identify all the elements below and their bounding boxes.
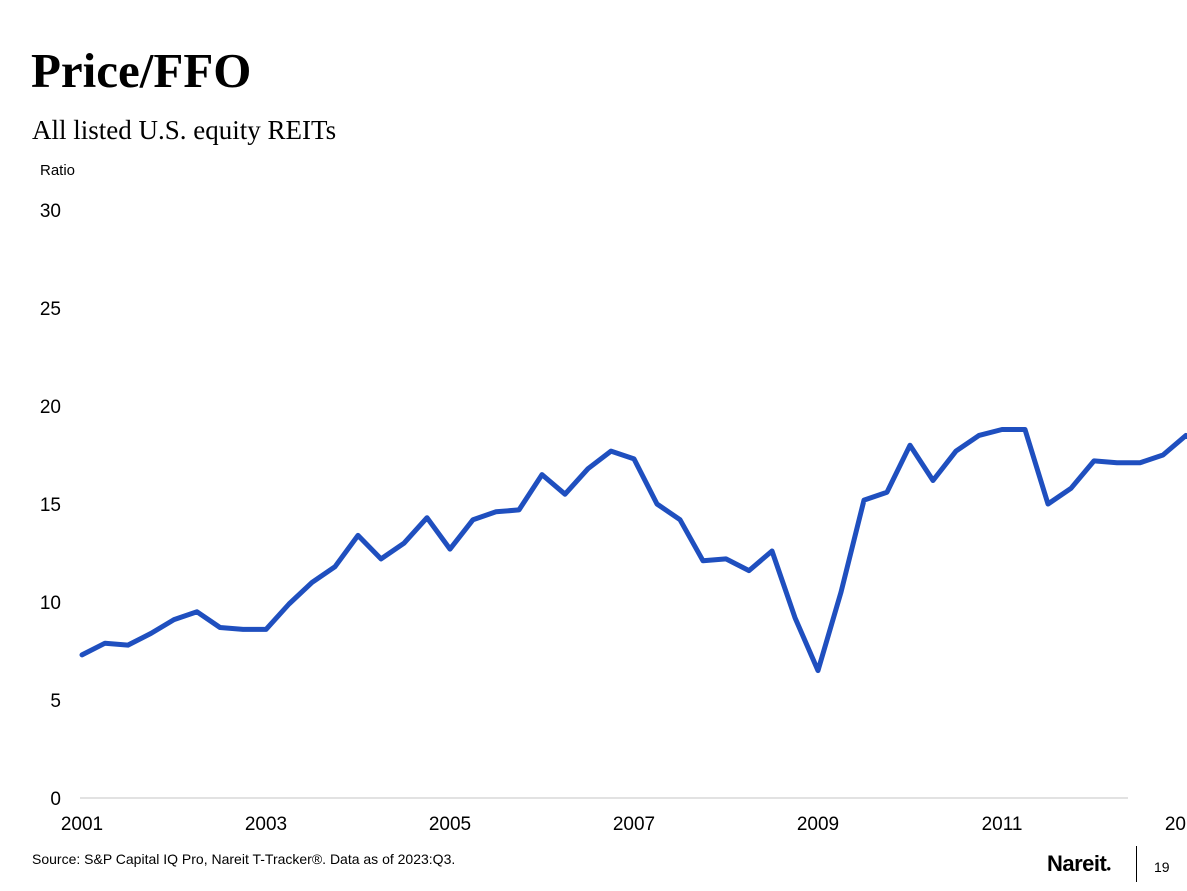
footer-divider [1136, 846, 1137, 882]
source-note: Source: S&P Capital IQ Pro, Nareit T-Tra… [32, 851, 456, 867]
logo-registered-mark: ● [1106, 864, 1111, 873]
x-tick-label: 2013 [1165, 814, 1187, 835]
x-axis-ticks: 2001200320052007200920112013201520172019… [61, 814, 1187, 835]
y-tick-label: 20 [40, 397, 61, 418]
x-tick-label: 2003 [245, 814, 287, 835]
slide-title: Price/FFO [31, 43, 252, 98]
y-axis-label: Ratio [40, 162, 75, 179]
nareit-logo-text: Nareit [1047, 851, 1107, 876]
x-tick-label: 2011 [982, 814, 1023, 835]
nareit-logo: Nareit● [1047, 853, 1111, 875]
x-tick-label: 2009 [797, 814, 839, 835]
y-tick-label: 0 [50, 789, 61, 810]
y-tick-label: 25 [40, 299, 61, 320]
y-tick-label: 5 [50, 691, 61, 712]
y-tick-label: 30 [40, 201, 61, 222]
y-axis-ticks: 0 5 10 15 20 25 30 [40, 201, 61, 810]
slide-subtitle: All listed U.S. equity REITs [32, 115, 337, 145]
y-tick-label: 10 [40, 593, 61, 614]
price-ffo-series-line [79, 427, 1187, 674]
y-tick-label: 15 [40, 495, 61, 516]
x-tick-label: 2001 [61, 814, 103, 835]
page-number: 19 [1154, 859, 1170, 875]
x-tick-label: 2005 [429, 814, 471, 835]
x-tick-label: 2007 [613, 814, 655, 835]
